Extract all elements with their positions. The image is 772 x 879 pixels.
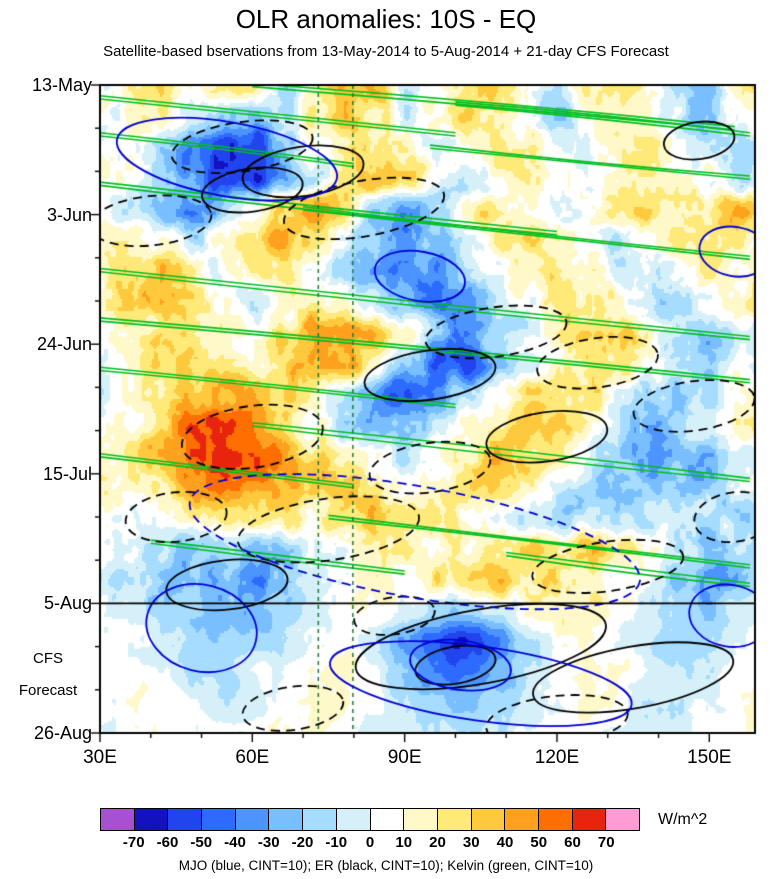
- hovmoller-plot-canvas: [90, 75, 765, 745]
- colorbar-cell: [202, 809, 236, 830]
- colorbar-tick-label: -40: [224, 834, 246, 851]
- colorbar-cell: [370, 809, 405, 830]
- colorbar-cell: [269, 809, 304, 830]
- colorbar-cell: [505, 809, 539, 830]
- cfs-label-line-2: Forecast: [18, 682, 78, 699]
- colorbar-tick-label: 0: [365, 834, 375, 851]
- colorbar-cell: [168, 809, 203, 830]
- colorbar-tick-label: 70: [597, 834, 615, 851]
- colorbar-cell: [538, 809, 573, 830]
- y-axis-tick-label: 5-Aug: [43, 593, 92, 614]
- colorbar-cell: [336, 809, 371, 830]
- cfs-label-line-1: CFS: [33, 650, 63, 667]
- colorbar-cell: [134, 809, 169, 830]
- colorbar-units-label: W/m^2: [658, 811, 708, 828]
- colorbar-cell: [101, 809, 135, 830]
- colorbar-cell: [606, 809, 639, 830]
- x-axis-tick-label: 30E: [83, 747, 117, 768]
- y-axis-tick-label: 24-Jun: [36, 334, 92, 355]
- x-axis-tick-label: 150E: [687, 747, 732, 768]
- colorbar-cell: [303, 809, 337, 830]
- colorbar-tick-label: 30: [462, 834, 480, 851]
- contour-legend-caption: MJO (blue, CINT=10); ER (black, CINT=10)…: [178, 858, 594, 873]
- colorbar-tick-label: -70: [122, 834, 145, 851]
- chart-title: OLR anomalies: 10S - EQ: [235, 4, 537, 34]
- colorbar-tick-label: -60: [156, 834, 179, 851]
- colorbar-cell: [471, 809, 506, 830]
- colorbar-cell: [572, 809, 607, 830]
- colorbar-tick-label: -50: [190, 834, 213, 851]
- colorbar: [100, 808, 640, 831]
- x-axis-tick-label: 60E: [235, 747, 270, 768]
- x-axis-tick-label: 90E: [387, 747, 422, 768]
- colorbar-tick-label: 10: [395, 834, 413, 851]
- colorbar-tick-label: -20: [291, 834, 314, 851]
- x-axis-tick-label: 120E: [534, 747, 580, 768]
- y-axis-tick-label: 3-Jun: [46, 204, 92, 225]
- colorbar-tick-label: -10: [325, 834, 348, 851]
- colorbar-tick-label: 60: [564, 834, 581, 851]
- chart-subtitle: Satellite-based bservations from 13-May-…: [103, 43, 669, 60]
- colorbar-tick-label: 50: [530, 834, 548, 851]
- colorbar-tick-label: 20: [429, 834, 446, 851]
- colorbar-tick-labels: -70 -60 -50 -40 -30 -20 -10 0 10 20 30 40 50 60 70: [100, 834, 640, 852]
- colorbar-tick-label: 40: [496, 834, 514, 851]
- colorbar-cell: [235, 809, 270, 830]
- y-axis-tick-label: 15-Jul: [42, 463, 92, 484]
- colorbar-cell: [404, 809, 438, 830]
- y-axis-tick-label: 26-Aug: [33, 723, 92, 743]
- cfs-forecast-axis-label: CFS Forecast: [0, 643, 96, 707]
- colorbar-cell: [437, 809, 472, 830]
- colorbar-tick-label: -30: [257, 834, 280, 851]
- y-axis-tick-label: 13-May: [31, 75, 92, 95]
